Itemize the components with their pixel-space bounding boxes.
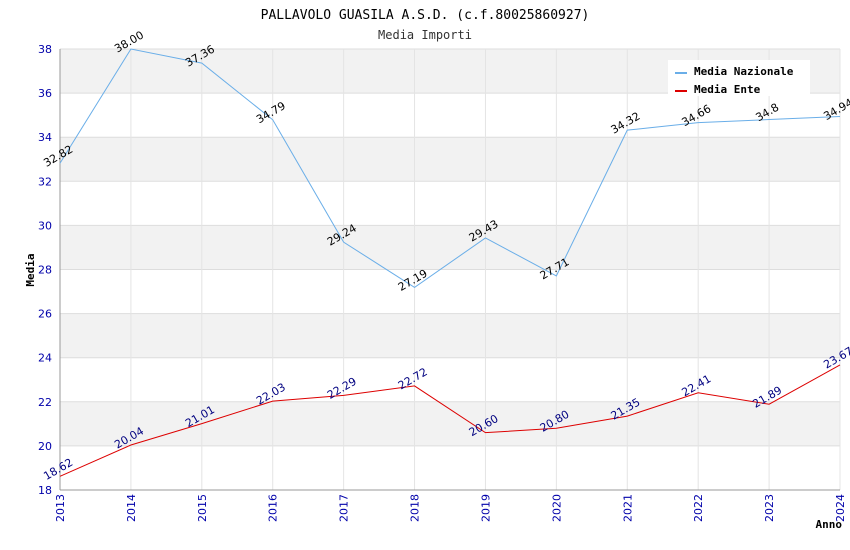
plot-band bbox=[60, 313, 840, 358]
plot-background bbox=[59, 48, 841, 491]
y-tick-label: 30 bbox=[38, 219, 52, 232]
legend-label-ente: Media Ente bbox=[694, 83, 761, 96]
y-tick-label: 32 bbox=[38, 175, 52, 188]
y-axis-label: Media bbox=[24, 253, 37, 286]
y-tick-label: 26 bbox=[38, 308, 52, 321]
x-axis-ticks: 2013 2014 2015 2016 2017 2018 2019 2020 2021 2022… bbox=[54, 494, 847, 522]
x-axis-label: Anno bbox=[816, 518, 843, 531]
y-tick-label: 20 bbox=[38, 440, 52, 453]
x-tick-label: 2013 bbox=[54, 494, 67, 522]
x-tick-label: 2015 bbox=[196, 494, 209, 522]
x-tick-label: 2023 bbox=[763, 494, 776, 522]
plot-band bbox=[60, 445, 840, 490]
legend: Media Nazionale Media Ente bbox=[668, 60, 810, 96]
plot-band bbox=[60, 181, 840, 226]
y-tick-label: 18 bbox=[38, 484, 52, 497]
x-tick-label: 2024 bbox=[834, 494, 847, 522]
x-tick-label: 2021 bbox=[621, 494, 634, 522]
chart-subtitle: Media Importi bbox=[378, 28, 472, 42]
y-axis-ticks: 18 20 22 24 26 28 30 32 34 36 38 bbox=[38, 43, 52, 497]
series-lines bbox=[59, 48, 841, 477]
x-tick-label: 2016 bbox=[267, 494, 280, 522]
y-tick-label: 34 bbox=[38, 131, 52, 144]
x-tick-label: 2018 bbox=[409, 494, 422, 522]
x-tick-label: 2022 bbox=[692, 494, 705, 522]
x-tick-label: 2017 bbox=[338, 494, 351, 522]
series-line-ente bbox=[59, 364, 841, 477]
y-tick-label: 24 bbox=[38, 352, 52, 365]
plot-band bbox=[60, 401, 840, 446]
plot-band bbox=[60, 269, 840, 314]
y-tick-label: 38 bbox=[38, 43, 52, 56]
y-tick-label: 28 bbox=[38, 264, 52, 277]
x-tick-label: 2014 bbox=[125, 494, 138, 522]
y-tick-label: 36 bbox=[38, 87, 52, 100]
x-tick-label: 2020 bbox=[550, 494, 563, 522]
y-tick-label: 22 bbox=[38, 396, 52, 409]
legend-box bbox=[668, 60, 810, 96]
legend-label-nazionale: Media Nazionale bbox=[694, 65, 794, 78]
plot-band bbox=[60, 137, 840, 182]
plot-band bbox=[60, 357, 840, 402]
chart-title: PALLAVOLO GUASILA A.S.D. (c.f.8002586092… bbox=[261, 8, 590, 23]
x-tick-label: 2019 bbox=[479, 494, 492, 522]
series-line-nazionale bbox=[59, 48, 841, 288]
plot-band bbox=[60, 93, 840, 138]
